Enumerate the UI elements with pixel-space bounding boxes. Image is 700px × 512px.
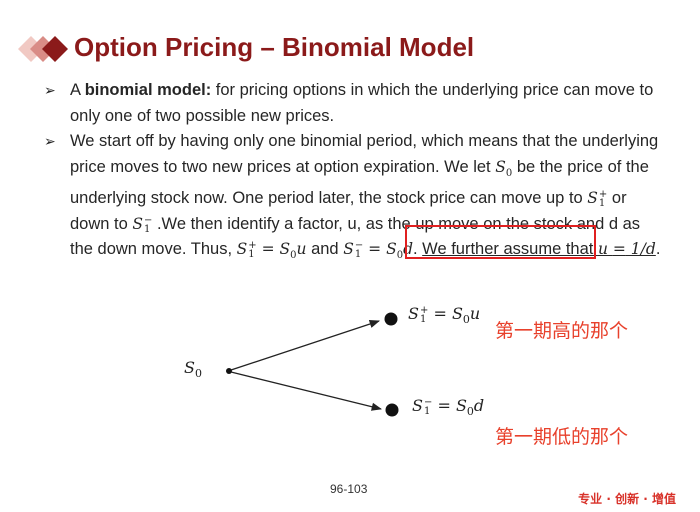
up-branch xyxy=(230,319,380,371)
math-s1-plus: S+ 1 xyxy=(587,189,608,210)
bullet-1-text: for pricing options in which the underly… xyxy=(70,81,654,125)
page-number: 96-103 xyxy=(330,482,368,496)
root-node xyxy=(226,368,232,374)
arrow-bullet-icon: ➢ xyxy=(44,133,56,149)
root-node-label: S0 xyxy=(184,358,202,381)
bullet-2-text-f: . xyxy=(413,240,423,259)
bullet-list: ➢ A binomial model: for pricing options … xyxy=(44,78,664,269)
bullet-2-text-d: .We then identify a factor, u, as the up… xyxy=(70,214,641,259)
slide-title: Option Pricing – Binomial Model xyxy=(74,32,475,62)
math-s1-minus: S− 1 xyxy=(132,214,153,235)
down-branch xyxy=(230,371,383,411)
bullet-item-2: ➢ We start off by having only one binomi… xyxy=(44,129,664,269)
math-up-eq: S+ 1 = S0u xyxy=(236,240,307,262)
bullet-2-text-c: or down to xyxy=(70,189,627,233)
up-note: 第一期高的那个 xyxy=(495,320,629,342)
math-s0: S0 xyxy=(495,157,513,179)
bullet-2-text-h: . xyxy=(655,240,661,259)
bullet-2-text-b: be the price of the underlying stock now… xyxy=(70,157,649,208)
title-diamond-icon xyxy=(18,36,68,62)
up-node xyxy=(384,312,398,326)
bullet-2-text-g: We further assume that xyxy=(422,240,598,259)
bullet-item-1: ➢ A binomial model: for pricing options … xyxy=(44,78,664,129)
bullet-2-underlined: We further assume that u = 1/d xyxy=(422,240,656,258)
arrow-bullet-icon: ➢ xyxy=(44,82,56,98)
down-note: 第一期低的那个 xyxy=(495,426,629,448)
bullet-1-bold: binomial model: xyxy=(84,81,212,99)
down-node xyxy=(385,403,399,417)
footer-slogan: 专业 · 创新 · 增值 xyxy=(578,492,676,506)
up-node-label: S+ 1 = S0u xyxy=(408,304,481,327)
math-down-eq: S− 1 = S0d xyxy=(343,240,413,262)
bullet-1-prefix: A xyxy=(70,81,85,99)
highlight-box xyxy=(405,225,596,259)
bullet-2-text-e: and xyxy=(306,240,344,259)
math-u-eq: u = 1/d xyxy=(597,240,656,259)
down-node-label: S− 1 = S0d xyxy=(412,396,485,419)
bullet-2-text-a: We start off by having only one binomial… xyxy=(70,132,659,176)
